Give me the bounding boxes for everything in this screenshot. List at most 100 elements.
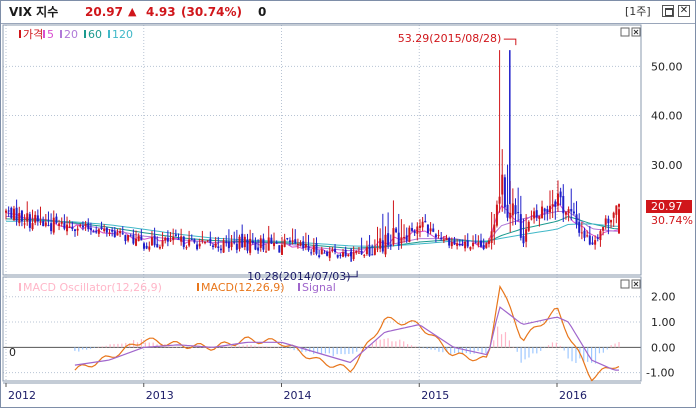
candle-body xyxy=(71,226,74,229)
candle-body xyxy=(47,224,50,226)
oscillator-bar xyxy=(571,347,573,362)
candle-body xyxy=(466,240,469,247)
oscillator-bar xyxy=(223,346,225,348)
oscillator-bar xyxy=(567,347,569,359)
candle-body xyxy=(559,191,562,198)
oscillator-bar xyxy=(477,347,479,351)
legend-label: 20 xyxy=(64,28,78,41)
oscillator-bar xyxy=(485,347,487,354)
candle-body xyxy=(320,249,323,255)
close-icon[interactable]: ✕ xyxy=(678,5,690,17)
candle-body xyxy=(392,228,395,245)
candle-body xyxy=(246,239,249,251)
min-annotation-label: 10.28(2014/07/03) xyxy=(247,270,350,283)
candle-body xyxy=(312,245,315,252)
candle-body xyxy=(164,237,167,241)
candle-body xyxy=(429,228,432,232)
oscillator-bar xyxy=(176,347,178,348)
candle-body xyxy=(575,214,578,225)
candle-body xyxy=(538,215,541,220)
candle-body xyxy=(365,247,368,255)
candle-body xyxy=(121,233,124,235)
legend-label: MACD(12,26,9) xyxy=(201,281,285,294)
period-selector[interactable]: [1주] xyxy=(625,5,651,18)
oscillator-bar xyxy=(559,345,561,348)
restore-window-icon[interactable] xyxy=(662,5,674,17)
price-y-tick: 40.00 xyxy=(651,110,683,123)
macd-y-tick: 1.00 xyxy=(651,316,676,329)
oscillator-bar xyxy=(524,347,526,360)
macd-panel-buttons[interactable] xyxy=(620,279,641,289)
candle-body xyxy=(527,221,530,231)
candle-body xyxy=(318,255,321,257)
ma-5-line xyxy=(5,201,620,255)
oscillator-bar xyxy=(602,347,604,353)
candle-body xyxy=(20,210,23,222)
candle-body xyxy=(408,227,411,242)
panel-restore-icon[interactable] xyxy=(620,279,630,289)
candle-body xyxy=(52,217,55,233)
candle-body xyxy=(190,239,193,241)
candle-body xyxy=(116,233,119,236)
candle-body xyxy=(615,205,618,215)
oscillator-bar xyxy=(481,347,483,354)
oscillator-bar xyxy=(105,345,107,348)
candle-body xyxy=(211,245,214,247)
candle-body xyxy=(355,251,358,254)
candle-body xyxy=(580,232,583,234)
oscillator-bar xyxy=(234,345,236,348)
candle-body xyxy=(334,248,337,253)
candle-body xyxy=(326,251,329,256)
candle-body xyxy=(79,224,82,226)
current-price: 20.97 xyxy=(85,5,123,19)
candle-body xyxy=(434,234,437,238)
oscillator-bar xyxy=(74,347,76,351)
candle-body xyxy=(180,236,183,242)
legend-label: 5 xyxy=(47,28,54,41)
panel-restore-icon[interactable] xyxy=(620,27,630,37)
oscillator-bar xyxy=(195,347,197,348)
candle-body xyxy=(42,221,45,226)
candle-body xyxy=(554,201,557,207)
candle-body xyxy=(254,242,257,250)
oscillator-bar xyxy=(555,342,557,348)
x-tick-label: 2012 xyxy=(8,389,36,402)
candle-body xyxy=(111,229,114,232)
legend-marker xyxy=(43,30,45,38)
price-panel-buttons[interactable] xyxy=(620,27,641,37)
oscillator-bar xyxy=(144,342,146,348)
candle-body xyxy=(549,205,552,213)
oscillator-bar xyxy=(219,346,221,348)
max-annotation-arrow xyxy=(503,38,517,46)
candle-body xyxy=(76,228,79,231)
oscillator-bar xyxy=(504,332,507,348)
candle-body xyxy=(283,239,286,247)
oscillator-bar xyxy=(270,346,272,348)
candle-body xyxy=(344,249,347,257)
candle-body xyxy=(546,209,549,213)
oscillator-bar xyxy=(473,347,475,354)
ma-20-line xyxy=(5,211,620,252)
candle-body xyxy=(480,240,483,247)
candle-body xyxy=(389,245,392,247)
oscillator-bar xyxy=(309,347,311,352)
candle-body xyxy=(95,230,98,233)
candle-body xyxy=(440,237,443,240)
ma-120-line xyxy=(6,220,620,247)
candle-body xyxy=(119,231,122,234)
candle-body xyxy=(556,193,559,206)
candle-body xyxy=(153,235,156,246)
oscillator-bar xyxy=(493,340,495,348)
candle-body xyxy=(509,212,512,219)
candle-body xyxy=(610,220,613,223)
candle-body xyxy=(12,208,15,221)
candle-body xyxy=(384,234,387,255)
candle-body xyxy=(286,238,289,240)
oscillator-bar xyxy=(540,347,542,351)
candle-body xyxy=(445,237,448,241)
candle-body xyxy=(166,237,169,242)
candle-body xyxy=(230,242,233,248)
candle-body xyxy=(304,244,307,248)
chart-header: VIX 지수 20.97 ▲ 4.93 (30.74%) 0 [1주] ✕ xyxy=(1,1,695,24)
candle-body xyxy=(129,235,132,237)
